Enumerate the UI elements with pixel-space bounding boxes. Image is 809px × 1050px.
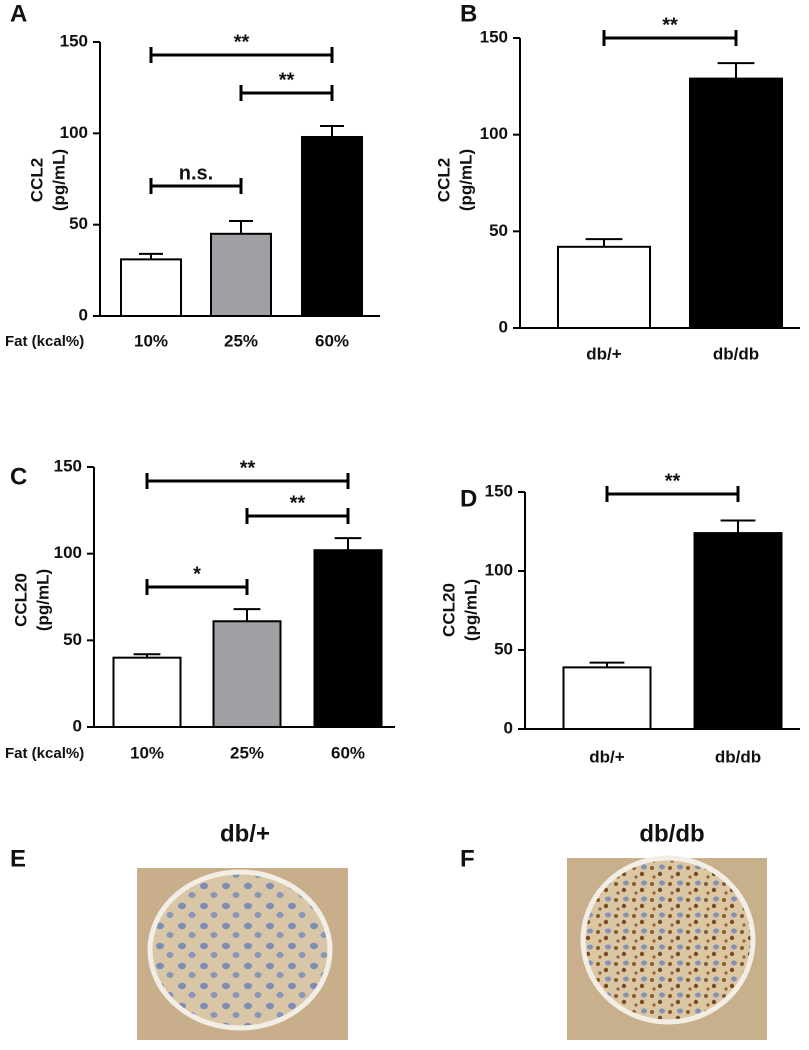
y-tick-label: 50 — [494, 639, 513, 658]
significance-label: ** — [662, 14, 678, 36]
y-tick-label: 150 — [54, 456, 82, 475]
y-tick-label: 100 — [485, 560, 513, 579]
y-tick-label: 50 — [489, 221, 508, 240]
bar — [562, 666, 652, 731]
y-axis-label: CCL2 — [27, 158, 46, 202]
y-axis-unit: (pg/mL) — [33, 569, 52, 631]
panel-letter: E — [10, 845, 26, 872]
bar — [689, 77, 783, 329]
x-tick-label: db/+ — [589, 747, 624, 766]
image-panel-f: F db/db — [460, 820, 767, 1040]
image-title: db/+ — [220, 820, 270, 847]
y-tick-label: 50 — [63, 630, 82, 649]
significance-bracket: n.s. — [149, 162, 243, 194]
significance-bracket: * — [145, 563, 249, 595]
y-tick-label: 100 — [54, 543, 82, 562]
bar — [557, 245, 651, 329]
significance-label: * — [193, 563, 201, 585]
panel-letter: A — [10, 0, 27, 27]
panel-letter: F — [460, 845, 475, 872]
bar — [120, 258, 182, 317]
x-tick-label: 60% — [315, 331, 349, 350]
bar-chart: A CCL2 (pg/mL) 0 50 100 150 Fat (kcal%) 10% 25% 60… — [5, 0, 380, 350]
bar — [313, 549, 383, 729]
y-tick-label: 0 — [73, 716, 82, 735]
islet — [580, 855, 756, 1025]
significance-bracket: ** — [602, 14, 738, 46]
significance-bracket: ** — [245, 492, 350, 524]
bar-chart: C CCL20 (pg/mL) 0 50 100 150 Fat (kcal%) 10% 25% 6… — [5, 456, 395, 762]
panel-letter: B — [460, 0, 477, 27]
bar — [693, 532, 783, 731]
panel-letter: D — [460, 485, 477, 512]
y-axis-unit: (pg/mL) — [461, 579, 480, 641]
x-tick-label: 25% — [230, 743, 264, 762]
bar — [210, 232, 272, 317]
y-tick-label: 100 — [60, 123, 88, 142]
bar-chart: D CCL20 (pg/mL) 0 50 100 150 db/+ db/db ** — [439, 470, 800, 766]
y-tick-label: 0 — [499, 317, 508, 336]
x-tick-label: 25% — [224, 331, 258, 350]
islet — [147, 869, 333, 1031]
bar-chart: B CCL2 (pg/mL) 0 50 100 150 db/+ db/db ** — [434, 0, 800, 363]
y-tick-label: 100 — [480, 124, 508, 143]
x-tick-label: db/+ — [586, 344, 621, 363]
y-axis-label: CCL20 — [11, 573, 30, 627]
y-tick-label: 150 — [60, 31, 88, 50]
y-tick-label: 0 — [504, 718, 513, 737]
significance-label: ** — [234, 31, 250, 53]
x-tick-label: 10% — [134, 331, 168, 350]
significance-label: ** — [279, 69, 295, 91]
x-tick-label: db/db — [713, 344, 759, 363]
y-axis-unit: (pg/mL) — [456, 149, 475, 211]
x-axis-label: Fat (kcal%) — [5, 333, 84, 350]
significance-bracket: ** — [145, 457, 350, 489]
significance-label: ** — [290, 492, 306, 514]
bar — [301, 135, 363, 317]
image-panel-e: E db/+ — [10, 820, 348, 1040]
y-tick-label: 150 — [480, 27, 508, 46]
panel-letter: C — [10, 463, 27, 490]
y-axis-label: CCL20 — [439, 583, 458, 637]
significance-bracket: ** — [149, 31, 334, 63]
x-tick-label: 10% — [130, 743, 164, 762]
x-tick-label: 60% — [331, 743, 365, 762]
significance-label: ** — [665, 470, 681, 492]
significance-bracket: ** — [239, 69, 334, 101]
bar — [112, 656, 182, 729]
y-tick-label: 0 — [79, 305, 88, 324]
y-axis-unit: (pg/mL) — [49, 149, 68, 211]
image-title: db/db — [639, 820, 704, 847]
significance-bracket: ** — [605, 470, 740, 502]
y-tick-label: 150 — [485, 481, 513, 500]
significance-label: n.s. — [179, 162, 213, 184]
y-tick-label: 50 — [69, 214, 88, 233]
y-axis-label: CCL2 — [434, 158, 453, 202]
significance-label: ** — [240, 457, 256, 479]
bar — [212, 620, 282, 728]
x-axis-label: Fat (kcal%) — [5, 745, 84, 762]
x-tick-label: db/db — [715, 747, 761, 766]
